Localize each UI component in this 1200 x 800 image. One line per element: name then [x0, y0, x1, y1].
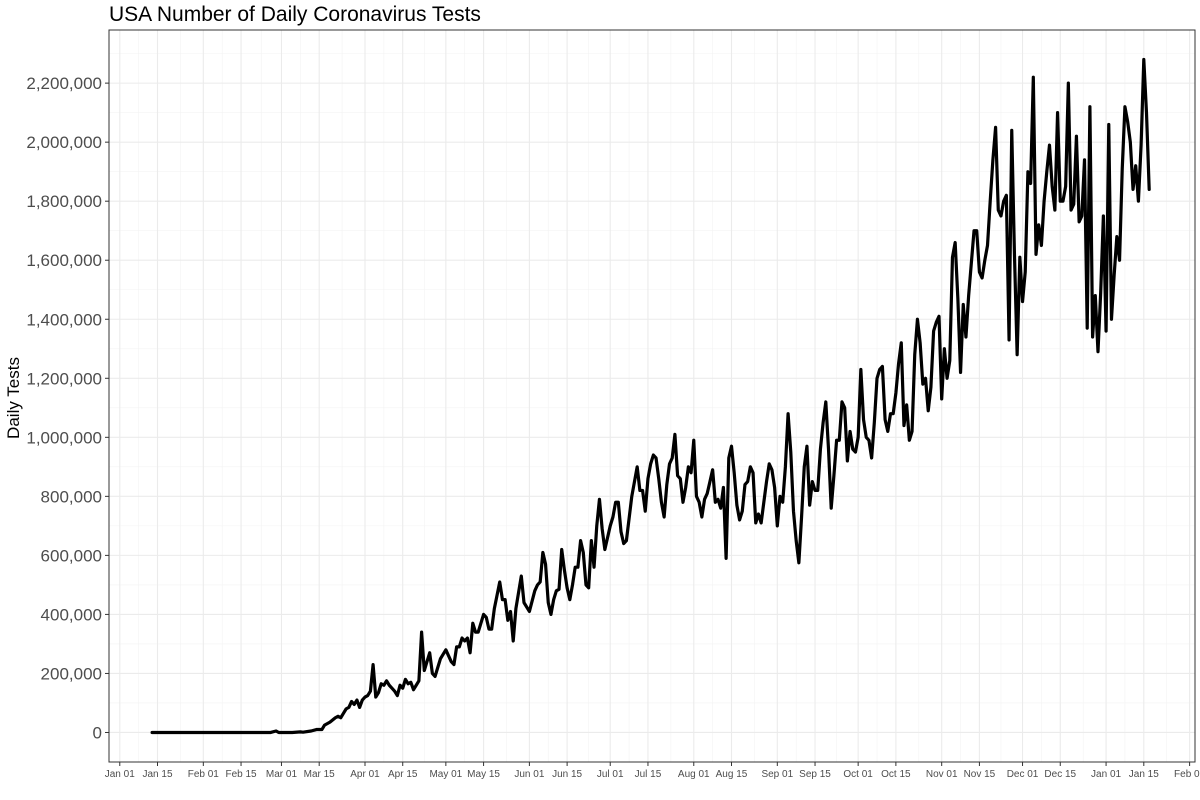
x-tick-label: Feb 01 — [188, 769, 220, 780]
x-tick-label: May 15 — [467, 769, 500, 780]
y-tick-label: 1,200,000 — [26, 369, 102, 388]
y-axis-label: Daily Tests — [4, 357, 23, 439]
x-tick-label: Jan 15 — [1129, 769, 1159, 780]
y-tick-label: 1,800,000 — [26, 192, 102, 211]
y-tick-label: 200,000 — [41, 664, 102, 683]
x-tick-label: Oct 01 — [843, 769, 873, 780]
y-tick-label: 600,000 — [41, 546, 102, 565]
daily-tests-line — [150, 57, 1151, 735]
x-tick-label: Jul 01 — [597, 769, 624, 780]
x-tick-label: Jul 15 — [635, 769, 662, 780]
plot-panel — [109, 30, 1195, 762]
x-tick-label: Aug 15 — [716, 769, 748, 780]
x-tick-label: Nov 15 — [964, 769, 996, 780]
x-tick-label: Feb 01 — [1174, 769, 1200, 780]
x-tick-label: Jan 15 — [142, 769, 172, 780]
x-tick-label: Dec 01 — [1007, 769, 1039, 780]
x-tick-label: Aug 01 — [678, 769, 710, 780]
y-tick-label: 0 — [93, 723, 102, 742]
x-tick-label: Jan 01 — [1091, 769, 1121, 780]
x-tick-label: Apr 01 — [350, 769, 380, 780]
y-tick-label: 2,000,000 — [26, 133, 102, 152]
x-tick-label: Oct 15 — [881, 769, 911, 780]
x-tick-label: Mar 15 — [304, 769, 336, 780]
y-axis: 0 200,000 400,000 600,000 800,000 1,000,000 1,… — [26, 74, 109, 742]
plot-border — [108, 29, 1196, 763]
y-tick-label: 400,000 — [41, 605, 102, 624]
x-tick-label: May 01 — [429, 769, 462, 780]
x-tick-label: Mar 01 — [266, 769, 298, 780]
y-tick-label: 1,400,000 — [26, 310, 102, 329]
x-tick-label: Jun 01 — [514, 769, 544, 780]
gridlines — [109, 30, 1195, 762]
chart-title: USA Number of Daily Coronavirus Tests — [109, 3, 481, 26]
x-tick-label: Jun 15 — [552, 769, 582, 780]
x-tick-label: Jan 01 — [105, 769, 135, 780]
x-tick-label: Sep 15 — [799, 769, 831, 780]
x-tick-label: Apr 15 — [388, 769, 418, 780]
y-tick-label: 800,000 — [41, 487, 102, 506]
x-tick-label: Sep 01 — [761, 769, 793, 780]
y-tick-label: 2,200,000 — [26, 74, 102, 93]
y-tick-label: 1,600,000 — [26, 251, 102, 270]
x-tick-label: Feb 15 — [225, 769, 257, 780]
x-tick-label: Dec 15 — [1044, 769, 1076, 780]
y-tick-label: 1,000,000 — [26, 428, 102, 447]
x-axis: Jan 01 Jan 15 Feb 01 Feb 15 Mar 01 Mar 15 Apr … — [105, 762, 1200, 780]
x-tick-label: Nov 01 — [926, 769, 958, 780]
